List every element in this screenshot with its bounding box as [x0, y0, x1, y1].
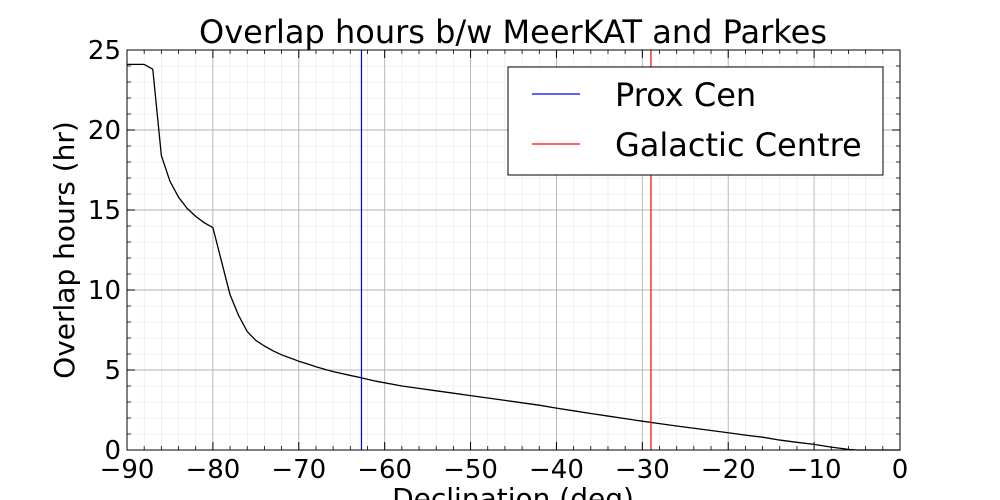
x-tick-label: −50 [443, 455, 498, 485]
x-tick-label: −60 [357, 455, 412, 485]
legend: Prox Cen Galactic Centre [507, 66, 884, 176]
y-tick-label: 0 [104, 436, 121, 466]
series-layer [127, 63, 900, 451]
y-tick-label: 10 [88, 276, 121, 306]
x-tick-label: −90 [100, 455, 155, 485]
x-tick-label: −30 [615, 455, 670, 485]
axis-ticks [126, 49, 901, 451]
legend-label-prox-cen: Prox Cen [615, 76, 756, 114]
x-tick-label: −40 [529, 455, 584, 485]
legend-label-galactic-centre: Galactic Centre [615, 126, 862, 164]
y-tick-label: 25 [88, 36, 121, 66]
x-axis-label: Declination (deg) [392, 482, 634, 500]
x-tick-label: 0 [892, 455, 909, 485]
y-tick-label: 20 [88, 116, 121, 146]
y-axis-label: Overlap hours (hr) [48, 121, 81, 379]
plot-frame [126, 49, 901, 451]
overlap-hours-line [127, 63, 900, 451]
x-tick-label: −20 [701, 455, 756, 485]
x-tick-label: −80 [185, 455, 240, 485]
legend-box [507, 66, 884, 176]
tick-labels: −90 −80 −70 −60 −50 −40 −30 −20 −10 0 0 5 10 15 20 25 [88, 36, 908, 485]
x-tick-label: −10 [787, 455, 842, 485]
y-tick-label: 15 [88, 196, 121, 226]
x-tick-label: −70 [271, 455, 326, 485]
chart-title: Overlap hours b/w MeerKAT and Parkes [199, 13, 827, 51]
y-tick-label: 5 [104, 356, 121, 386]
